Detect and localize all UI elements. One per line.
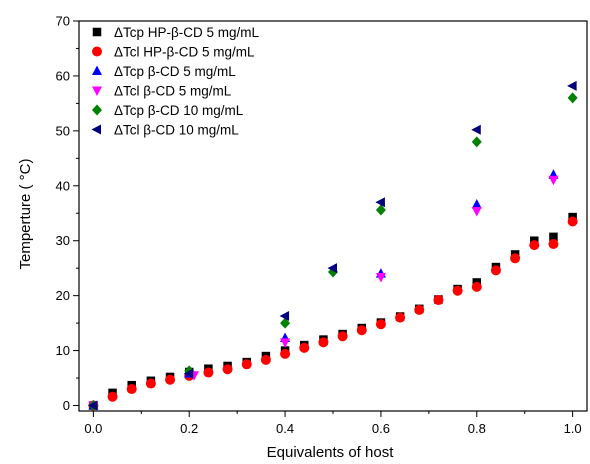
data-point — [510, 253, 521, 264]
legend-marker — [91, 124, 101, 135]
data-point — [203, 367, 214, 378]
data-point — [529, 240, 540, 251]
data-point — [107, 391, 118, 402]
legend-item: ΔTcp β-CD 5 mg/mL — [92, 64, 236, 79]
legend-label: ΔTcl β-CD 10 mg/mL — [114, 123, 239, 138]
x-tick-label: 0.6 — [372, 421, 390, 436]
plot-border — [78, 20, 588, 412]
x-axis-label: Equivalents of host — [267, 444, 395, 461]
data-point — [471, 136, 482, 148]
y-tick-label: 40 — [56, 178, 70, 193]
legend-label: ΔTcp β-CD 10 mg/mL — [114, 103, 244, 118]
y-tick-label: 10 — [56, 343, 70, 358]
y-tick-label: 70 — [56, 14, 70, 29]
y-tick-label: 60 — [56, 68, 70, 83]
y-tick-label: 20 — [56, 288, 70, 303]
series-2 — [88, 216, 578, 411]
legend-item: ΔTcl β-CD 5 mg/mL — [92, 84, 232, 99]
data-point — [280, 338, 291, 348]
series-6 — [87, 80, 577, 411]
data-point — [280, 348, 291, 359]
legend-item: ΔTcl HP-β-CD 5 mg/mL — [92, 45, 255, 60]
x-axis-ticks: 0.0 0.2 0.4 0.6 0.8 1.0 — [84, 411, 582, 436]
legend-marker — [92, 65, 102, 75]
legend-marker — [92, 46, 102, 57]
x-tick-label: 0.0 — [84, 421, 102, 436]
data-point — [548, 239, 559, 250]
series-1 — [89, 212, 577, 410]
data-point — [260, 354, 271, 365]
legend-item: ΔTcl β-CD 10 mg/mL — [91, 123, 239, 138]
y-tick-label: 0 — [63, 398, 70, 413]
data-point — [356, 325, 367, 336]
data-point — [490, 265, 501, 276]
y-axis-ticks: 0 10 20 30 40 50 60 70 — [56, 14, 79, 413]
y-tick-label: 50 — [56, 123, 70, 138]
data-points — [87, 80, 578, 412]
legend: ΔTcp HP-β-CD 5 mg/mL ΔTcl HP-β-CD 5 mg/mL… — [91, 25, 260, 138]
data-point — [471, 124, 481, 135]
data-point — [414, 304, 425, 315]
data-point — [567, 92, 578, 104]
legend-label: ΔTcp HP-β-CD 5 mg/mL — [114, 25, 260, 40]
data-point — [222, 364, 233, 375]
data-point — [87, 400, 98, 411]
legend-label: ΔTcp β-CD 5 mg/mL — [114, 64, 236, 79]
data-point — [165, 374, 176, 385]
data-point — [433, 295, 444, 306]
data-point — [145, 378, 156, 389]
series-4 — [88, 175, 559, 412]
x-tick-label: 1.0 — [564, 421, 582, 436]
x-tick-label: 0.8 — [468, 421, 486, 436]
data-point — [548, 175, 559, 186]
data-point — [126, 384, 137, 395]
legend-marker — [92, 27, 102, 37]
x-tick-label: 0.2 — [180, 421, 198, 436]
data-point — [549, 232, 558, 242]
legend-marker — [92, 86, 102, 96]
y-tick-label: 30 — [56, 233, 70, 248]
data-point — [299, 342, 310, 353]
legend-item: ΔTcp HP-β-CD 5 mg/mL — [92, 25, 260, 40]
data-point — [567, 80, 577, 91]
data-point — [183, 368, 194, 379]
data-point — [375, 197, 385, 208]
data-point — [375, 319, 386, 330]
plot-frame — [78, 20, 588, 412]
x-tick-label: 0.4 — [276, 421, 294, 436]
data-point — [395, 312, 406, 323]
data-point — [318, 337, 329, 348]
series-3 — [88, 169, 559, 410]
data-point — [337, 331, 348, 342]
data-point — [471, 207, 482, 217]
legend-item: ΔTcp β-CD 10 mg/mL — [92, 103, 244, 118]
data-point — [375, 204, 386, 216]
series-5 — [88, 92, 578, 412]
data-point — [241, 359, 252, 370]
legend-label: ΔTcl β-CD 5 mg/mL — [114, 84, 232, 99]
legend-marker — [92, 104, 102, 116]
data-point — [375, 272, 386, 283]
data-point — [327, 263, 337, 274]
data-point — [471, 281, 482, 292]
data-point — [280, 317, 291, 329]
data-point — [452, 285, 463, 296]
data-point — [471, 198, 482, 209]
legend-label: ΔTcl HP-β-CD 5 mg/mL — [114, 45, 255, 60]
data-point — [279, 310, 290, 321]
data-point — [567, 216, 578, 227]
y-axis-label: Temperture ( °C) — [17, 158, 34, 269]
